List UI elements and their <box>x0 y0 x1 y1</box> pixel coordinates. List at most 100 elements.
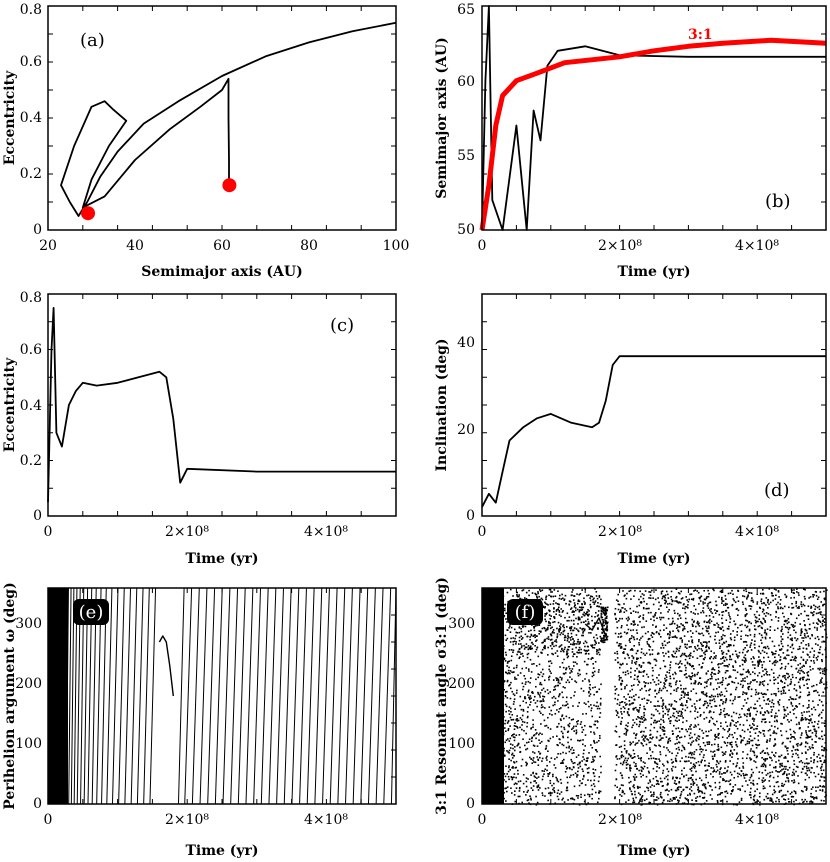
scatter-point <box>591 644 594 646</box>
scatter-point <box>518 795 521 798</box>
scatter-point <box>560 719 562 722</box>
scatter-point <box>652 669 654 672</box>
scatter-point <box>521 645 523 647</box>
scatter-point <box>649 737 652 739</box>
scatter-point <box>687 697 690 700</box>
scatter-point <box>576 739 579 742</box>
scatter-point <box>614 612 616 615</box>
y-tick-labels-b: 50 55 60 65 <box>457 2 475 238</box>
scatter-point <box>702 601 704 603</box>
scatter-point <box>527 789 529 792</box>
scatter-point <box>646 699 648 701</box>
scatter-point <box>797 782 800 785</box>
scatter-point <box>654 613 656 616</box>
scatter-point <box>505 705 508 708</box>
scatter-point <box>696 716 699 719</box>
scatter-point <box>637 711 640 713</box>
x-tick-label: 4×10⁸ <box>304 812 348 828</box>
scatter-point <box>718 671 721 673</box>
scatter-point <box>595 634 598 636</box>
scatter-point <box>661 642 664 645</box>
scatter-point <box>694 589 697 591</box>
scatter-point <box>776 797 778 799</box>
scatter-point <box>758 660 761 663</box>
scatter-point <box>760 642 763 644</box>
scatter-point <box>570 635 573 638</box>
scatter-point <box>583 611 586 614</box>
scatter-point <box>544 725 546 727</box>
scatter-point <box>661 700 664 702</box>
scatter-point <box>603 607 606 610</box>
scatter-point <box>764 619 766 622</box>
scatter-point <box>661 590 664 592</box>
scatter-point <box>689 777 692 780</box>
scatter-point <box>547 799 549 802</box>
scatter-point <box>547 716 549 719</box>
scatter-point <box>603 609 606 612</box>
scatter-point <box>622 762 625 764</box>
scatter-point <box>764 631 766 633</box>
scatter-point <box>793 763 796 766</box>
scatter-point <box>726 725 729 727</box>
scatter-point <box>670 788 673 791</box>
scatter-point <box>664 686 667 689</box>
scatter-point <box>508 749 511 752</box>
scatter-point <box>616 653 619 655</box>
scatter-point <box>797 766 799 769</box>
scatter-point <box>641 626 643 629</box>
scatter-point <box>640 595 642 598</box>
scatter-point <box>692 756 694 759</box>
scatter-point <box>791 774 794 777</box>
scatter-point <box>654 598 657 601</box>
scatter-point <box>558 609 560 612</box>
scatter-point <box>630 696 633 699</box>
scatter-point <box>807 635 810 637</box>
scatter-point <box>549 639 552 641</box>
scatter-point <box>783 713 786 716</box>
scatter-point <box>668 637 671 640</box>
scatter-point <box>782 741 784 744</box>
scatter-point <box>810 757 812 759</box>
scatter-point <box>530 671 533 673</box>
scatter-point <box>739 788 741 790</box>
scatter-point <box>694 675 696 677</box>
scatter-point <box>761 610 764 613</box>
scatter-point <box>639 731 642 733</box>
scatter-point <box>508 625 511 627</box>
scatter-point <box>505 765 507 767</box>
scatter-point <box>500 639 502 642</box>
scatter-point <box>534 702 537 704</box>
scatter-point <box>527 630 530 632</box>
scatter-point <box>745 588 747 590</box>
scatter-point <box>602 622 605 624</box>
scatter-point <box>697 591 700 594</box>
scatter-point <box>534 776 537 779</box>
scatter-point <box>624 687 626 690</box>
position-marker-0 <box>81 206 96 221</box>
scatter-point <box>716 761 719 763</box>
scatter-point <box>648 741 651 744</box>
scatter-point <box>557 681 560 684</box>
scatter-point <box>578 617 581 620</box>
scatter-point <box>684 664 686 667</box>
scatter-point <box>605 621 607 623</box>
y-tick-label: 0.8 <box>20 2 42 18</box>
scatter-point <box>795 605 798 607</box>
scatter-point <box>629 671 632 674</box>
scatter-point <box>704 598 707 601</box>
scatter-point <box>505 639 508 642</box>
scatter-point <box>653 791 655 794</box>
scatter-point <box>532 785 535 787</box>
scatter-point <box>685 774 688 776</box>
scatter-point <box>619 787 621 790</box>
scatter-point <box>540 597 543 600</box>
scatter-point <box>797 592 800 594</box>
scatter-point <box>571 768 573 771</box>
scatter-point <box>629 787 631 789</box>
scatter-point <box>808 730 810 732</box>
scatter-point <box>618 643 621 645</box>
scatter-point <box>737 758 739 760</box>
omega-circulation-line <box>291 587 300 805</box>
scatter-point <box>521 637 524 639</box>
scatter-point <box>753 751 756 754</box>
